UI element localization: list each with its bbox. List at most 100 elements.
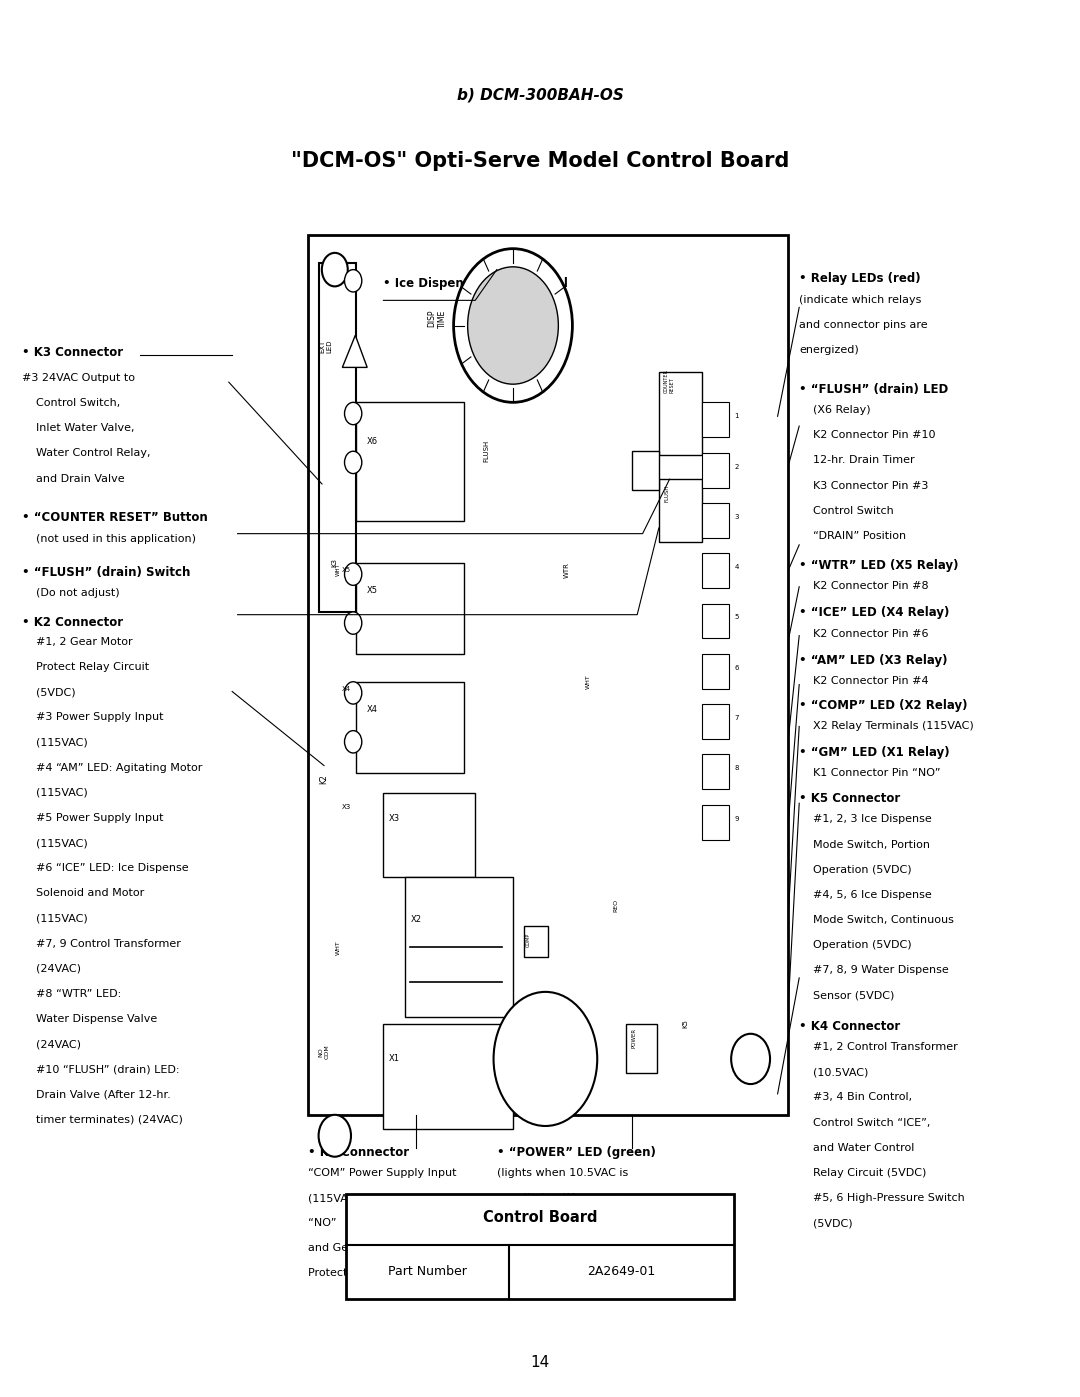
Text: WHT: WHT	[336, 940, 340, 954]
Text: #7, 9 Control Transformer: #7, 9 Control Transformer	[22, 939, 180, 949]
Text: #1, 2 Gear Motor: #1, 2 Gear Motor	[22, 637, 132, 647]
Text: #6 “ICE” LED: Ice Dispense: #6 “ICE” LED: Ice Dispense	[22, 863, 188, 873]
Text: “NO”   “GM” LED: Gear Motor: “NO” “GM” LED: Gear Motor	[308, 1218, 471, 1228]
Text: Control Switch “ICE”,: Control Switch “ICE”,	[799, 1118, 931, 1127]
Text: #3 Power Supply Input: #3 Power Supply Input	[22, 712, 163, 722]
Circle shape	[468, 267, 558, 384]
Circle shape	[345, 731, 362, 753]
Text: X5: X5	[342, 567, 351, 573]
Bar	[702, 553, 729, 588]
Circle shape	[345, 402, 362, 425]
Text: K3 Connector Pin #3: K3 Connector Pin #3	[799, 481, 929, 490]
Text: (5VDC): (5VDC)	[22, 687, 76, 697]
Text: and Water Control: and Water Control	[799, 1143, 915, 1153]
Text: and Drain Valve: and Drain Valve	[22, 474, 124, 483]
Text: • “AM” LED (X3 Relay): • “AM” LED (X3 Relay)	[799, 654, 948, 666]
Text: K2 Connector Pin #8: K2 Connector Pin #8	[799, 581, 929, 591]
Text: Mode Switch, Continuous: Mode Switch, Continuous	[799, 915, 954, 925]
Bar	[702, 805, 729, 840]
Text: Operation (5VDC): Operation (5VDC)	[799, 940, 912, 950]
Circle shape	[731, 1034, 770, 1084]
Text: (24VAC): (24VAC)	[22, 1039, 81, 1049]
Text: and connector pins are: and connector pins are	[799, 320, 928, 330]
Text: #7, 8, 9 Water Dispense: #7, 8, 9 Water Dispense	[799, 965, 949, 975]
Text: REO: REO	[613, 898, 618, 912]
Text: Mode Switch, Portion: Mode Switch, Portion	[799, 840, 930, 849]
Circle shape	[319, 1115, 351, 1157]
Bar	[702, 704, 729, 739]
Text: X4: X4	[342, 686, 351, 692]
Text: Water Control Relay,: Water Control Relay,	[22, 448, 150, 458]
Text: K1 Connector Pin “NO”: K1 Connector Pin “NO”	[799, 768, 941, 778]
Text: Water Dispense Valve: Water Dispense Valve	[22, 1014, 157, 1024]
Text: Inlet Water Valve,: Inlet Water Valve,	[22, 423, 134, 433]
Circle shape	[345, 451, 362, 474]
Text: #1, 2, 3 Ice Dispense: #1, 2, 3 Ice Dispense	[799, 814, 932, 824]
Text: and Gear Motor: and Gear Motor	[308, 1243, 395, 1253]
Text: • “ICE” LED (X4 Relay): • “ICE” LED (X4 Relay)	[799, 606, 949, 619]
Text: • “GM” LED (X1 Relay): • “GM” LED (X1 Relay)	[799, 746, 949, 759]
Text: (X6 Relay): (X6 Relay)	[799, 405, 870, 415]
Text: 2: 2	[734, 464, 739, 469]
Bar	[356, 402, 464, 521]
Bar	[659, 479, 702, 542]
Text: #5 Power Supply Input: #5 Power Supply Input	[22, 813, 163, 823]
Circle shape	[454, 249, 572, 402]
Text: “DRAIN” Position: “DRAIN” Position	[799, 531, 906, 541]
Circle shape	[322, 253, 348, 286]
Text: WHT: WHT	[336, 563, 340, 577]
Text: X1: X1	[389, 1055, 400, 1063]
Bar	[356, 682, 464, 773]
Text: X2: X2	[410, 915, 421, 923]
Text: X4: X4	[367, 705, 378, 714]
Bar	[405, 877, 513, 1017]
Text: 6: 6	[734, 665, 739, 671]
Text: • Relay LEDs (red): • Relay LEDs (red)	[799, 272, 921, 285]
Text: FLUSH: FLUSH	[664, 485, 670, 502]
Text: K2 Connector Pin #4: K2 Connector Pin #4	[799, 676, 929, 686]
Bar	[632, 451, 659, 490]
Text: X2 Relay Terminals (115VAC): X2 Relay Terminals (115VAC)	[799, 721, 974, 731]
Text: EXT
LED: EXT LED	[320, 339, 333, 353]
Text: 1: 1	[734, 414, 739, 419]
Text: 7: 7	[734, 715, 739, 721]
Text: (115VAC): (115VAC)	[22, 738, 87, 747]
Text: #5, 6 High-Pressure Switch: #5, 6 High-Pressure Switch	[799, 1193, 964, 1203]
Text: • K5 Connector: • K5 Connector	[799, 792, 901, 805]
Bar	[702, 503, 729, 538]
Text: K2 Connector Pin #6: K2 Connector Pin #6	[799, 629, 929, 638]
Text: 5: 5	[734, 615, 739, 620]
Text: "DCM-OS" Opti-Serve Model Control Board: "DCM-OS" Opti-Serve Model Control Board	[291, 151, 789, 170]
Text: “COM” Power Supply Input: “COM” Power Supply Input	[308, 1168, 456, 1178]
Text: #10 “FLUSH” (drain) LED:: #10 “FLUSH” (drain) LED:	[22, 1065, 179, 1074]
Text: (not used in this application): (not used in this application)	[22, 534, 195, 543]
Text: K2: K2	[320, 775, 328, 784]
Text: Operation (5VDC): Operation (5VDC)	[799, 865, 912, 875]
Text: X3: X3	[342, 805, 351, 810]
Text: pins #1 & #2): pins #1 & #2)	[497, 1218, 577, 1228]
Bar	[702, 604, 729, 638]
Text: X6: X6	[367, 437, 378, 446]
Bar	[383, 793, 475, 877]
Text: 3: 3	[734, 514, 739, 520]
Text: • “COMP” LED (X2 Relay): • “COMP” LED (X2 Relay)	[799, 698, 968, 711]
Bar	[383, 1024, 513, 1129]
Text: Part Number: Part Number	[388, 1266, 467, 1278]
Text: X5: X5	[367, 587, 378, 595]
Text: Sensor (5VDC): Sensor (5VDC)	[799, 990, 894, 1000]
Bar	[702, 453, 729, 488]
Text: Protect Relay Circuit: Protect Relay Circuit	[22, 662, 149, 672]
Text: 14: 14	[530, 1355, 550, 1369]
Text: • “FLUSH” (drain) Switch: • “FLUSH” (drain) Switch	[22, 566, 190, 578]
Text: Solenoid and Motor: Solenoid and Motor	[22, 888, 144, 898]
Circle shape	[345, 612, 362, 634]
Text: COUNTER
RESET: COUNTER RESET	[664, 369, 675, 394]
Circle shape	[345, 270, 362, 292]
Bar	[702, 754, 729, 789]
Text: • “FLUSH” (drain) LED: • “FLUSH” (drain) LED	[799, 383, 948, 395]
Bar	[524, 926, 548, 957]
Text: X3: X3	[389, 814, 400, 823]
Text: #3 24VAC Output to: #3 24VAC Output to	[22, 373, 135, 383]
Text: (5VDC): (5VDC)	[799, 1218, 853, 1228]
Text: energized): energized)	[799, 345, 859, 355]
